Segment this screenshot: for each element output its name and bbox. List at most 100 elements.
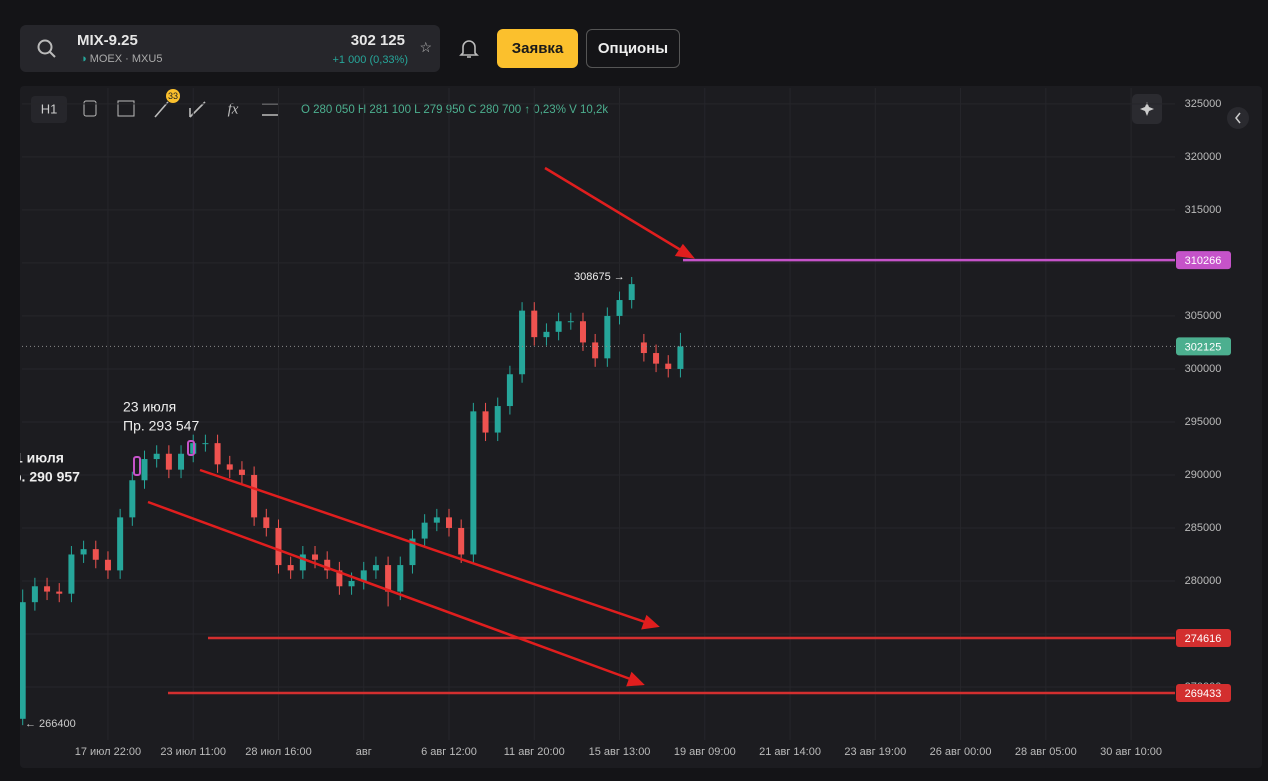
candle-body <box>446 517 452 528</box>
candle-body <box>348 580 355 587</box>
instrument-card[interactable]: MIX-9.25 ◑ MOEX · MXU5 302 125 +1 000 (0… <box>20 25 440 72</box>
toolbar: H1 33 fx O 280 050 H 281 100 L 279 950 C… <box>31 89 1249 129</box>
collapse-button[interactable] <box>1227 107 1249 129</box>
candle-body <box>56 591 63 594</box>
y-tick-label: 320000 <box>1185 151 1222 163</box>
candle-body <box>251 474 258 518</box>
level-label: 310266 <box>1185 255 1222 267</box>
order-button[interactable]: Заявка <box>497 29 578 68</box>
level-label: 269433 <box>1185 688 1222 700</box>
badge-count: 33 <box>168 91 178 101</box>
annotation: 1 июля <box>15 450 64 466</box>
options-button[interactable]: Опционы <box>586 29 680 68</box>
x-tick-label: 11 авг 20:00 <box>504 746 565 758</box>
level-tag <box>1176 684 1231 703</box>
x-tick-label: 23 авг 19:00 <box>844 746 906 758</box>
x-tick-label: 19 авг 09:00 <box>674 746 736 758</box>
last-price-label: 302125 <box>1185 341 1222 353</box>
code: MXU5 <box>131 53 163 65</box>
exchange-row: ◑ MOEX · MXU5 <box>80 53 163 65</box>
candle-body <box>104 559 111 571</box>
price: 302 125 <box>350 32 405 49</box>
candle-body <box>397 565 404 592</box>
x-tick-label: 28 авг 05:00 <box>1015 746 1077 758</box>
level-label: 274616 <box>1185 633 1222 645</box>
trend-arrow <box>147 500 634 682</box>
notes-icon[interactable] <box>83 100 97 117</box>
candle-body <box>531 310 538 338</box>
candle-body <box>92 549 99 560</box>
candle-body <box>31 586 38 603</box>
level-tag <box>1176 251 1231 270</box>
marker[interactable] <box>133 456 141 476</box>
ruler-icon[interactable] <box>189 101 206 118</box>
candle-body <box>117 517 124 571</box>
ticker: MIX-9.25 <box>77 32 138 49</box>
candle-body <box>214 443 221 465</box>
search-icon[interactable] <box>36 38 58 60</box>
candle-body <box>202 443 209 445</box>
drawings <box>147 166 695 687</box>
x-tick-label: авг <box>356 746 372 758</box>
x-tick-label: 23 июл 11:00 <box>160 746 226 758</box>
y-tick-label: 300000 <box>1185 363 1222 375</box>
page-edge <box>0 86 20 768</box>
candle-body <box>470 411 477 555</box>
candle-body <box>287 565 294 571</box>
candle-body <box>385 565 392 592</box>
candle-body <box>567 321 574 323</box>
candles-icon[interactable] <box>117 100 135 117</box>
candle-body <box>665 363 672 369</box>
y-tick-label: 280000 <box>1185 575 1222 587</box>
y-tick-label: 290000 <box>1185 469 1222 481</box>
indicators-icon[interactable]: fx <box>228 101 239 117</box>
candle-body <box>640 342 647 354</box>
candle-body <box>677 346 684 369</box>
y-tick-label: 285000 <box>1185 522 1222 534</box>
candle-body <box>129 480 136 518</box>
candle-body <box>336 570 343 587</box>
alert-icon[interactable] <box>458 38 480 60</box>
candle-body <box>324 559 331 571</box>
candle-body <box>482 411 489 433</box>
y-tick-label: 305000 <box>1185 310 1222 322</box>
candle-body <box>238 469 245 475</box>
annotation: 23 июля <box>123 399 176 415</box>
candle-body <box>372 565 379 571</box>
last-price-tag <box>1176 337 1231 356</box>
annotation: Пр. 293 547 <box>123 418 199 434</box>
candle-body <box>616 300 623 316</box>
candle-body <box>165 453 172 470</box>
interval-button[interactable] <box>31 96 67 123</box>
candle-body <box>458 527 465 555</box>
high-label: 308675 → <box>574 271 625 283</box>
candle-body <box>360 570 367 581</box>
ai-icon <box>1140 102 1154 116</box>
x-tick-label: 28 июл 16:00 <box>245 746 311 758</box>
chevron <box>1235 112 1241 124</box>
x-tick-label: 21 авг 14:00 <box>759 746 821 758</box>
candle-body <box>80 549 87 555</box>
favorite-icon[interactable]: ☆ <box>419 39 432 55</box>
interval: H1 <box>41 101 58 116</box>
candle-body <box>543 331 550 338</box>
y-tick-label: 295000 <box>1185 416 1222 428</box>
candle-body <box>421 522 428 539</box>
arrow-head <box>626 671 645 687</box>
exchange: MOEX <box>89 53 123 65</box>
candle-body <box>409 538 416 566</box>
candle-body <box>506 374 513 407</box>
candle-body <box>153 453 160 460</box>
draw-icon[interactable] <box>154 101 169 118</box>
candle-body <box>519 310 526 375</box>
candle-body <box>592 342 599 359</box>
y-tick-label: 325000 <box>1185 98 1222 110</box>
arrow-head <box>641 614 660 630</box>
marker[interactable] <box>187 440 195 456</box>
trend-arrow <box>544 166 685 254</box>
candle-body <box>141 459 148 481</box>
candle-body <box>653 353 660 364</box>
candle-body <box>433 517 440 523</box>
